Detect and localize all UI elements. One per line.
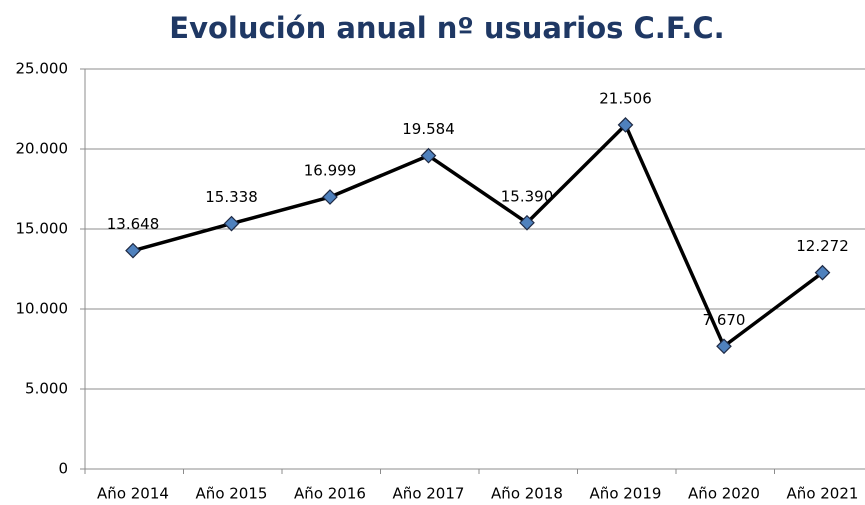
- x-tick-label: Año 2017: [393, 485, 465, 503]
- data-label: 15.390: [501, 187, 554, 205]
- chart-title: Evolución anual nº usuarios C.F.C.: [169, 11, 724, 45]
- x-tick-label: Año 2016: [294, 485, 366, 503]
- y-tick-label: 15.000: [16, 220, 69, 238]
- y-tick-label: 20.000: [16, 140, 69, 158]
- marker: [322, 189, 338, 205]
- x-tick-label: Año 2015: [196, 485, 268, 503]
- line: [132, 123, 824, 349]
- marker: [716, 338, 732, 355]
- data-label: 16.999: [304, 162, 357, 180]
- x-tick-label: Año 2018: [491, 485, 563, 503]
- data-label: 15.338: [205, 188, 258, 206]
- x-tick-label: Año 2019: [590, 485, 662, 503]
- x-tick-label: Año 2020: [688, 485, 760, 503]
- data-label: 19.584: [402, 120, 455, 138]
- y-tick-label: 5.000: [25, 380, 68, 398]
- data-label: 21.506: [599, 89, 652, 107]
- marker: [420, 147, 437, 164]
- x-tick-label: Año 2014: [97, 485, 169, 503]
- data-label: 7.670: [703, 311, 746, 329]
- y-tick-label: 10.000: [16, 300, 69, 318]
- x-tick-label: Año 2021: [787, 485, 859, 503]
- marker: [223, 215, 240, 232]
- marker: [814, 264, 831, 281]
- marker: [125, 242, 141, 259]
- marker: [519, 214, 535, 231]
- y-tick-label: 0: [58, 460, 68, 478]
- marker: [617, 117, 634, 133]
- data-label: 12.272: [796, 237, 849, 255]
- data-label: 13.648: [107, 215, 160, 233]
- y-tick-label: 25.000: [16, 60, 69, 78]
